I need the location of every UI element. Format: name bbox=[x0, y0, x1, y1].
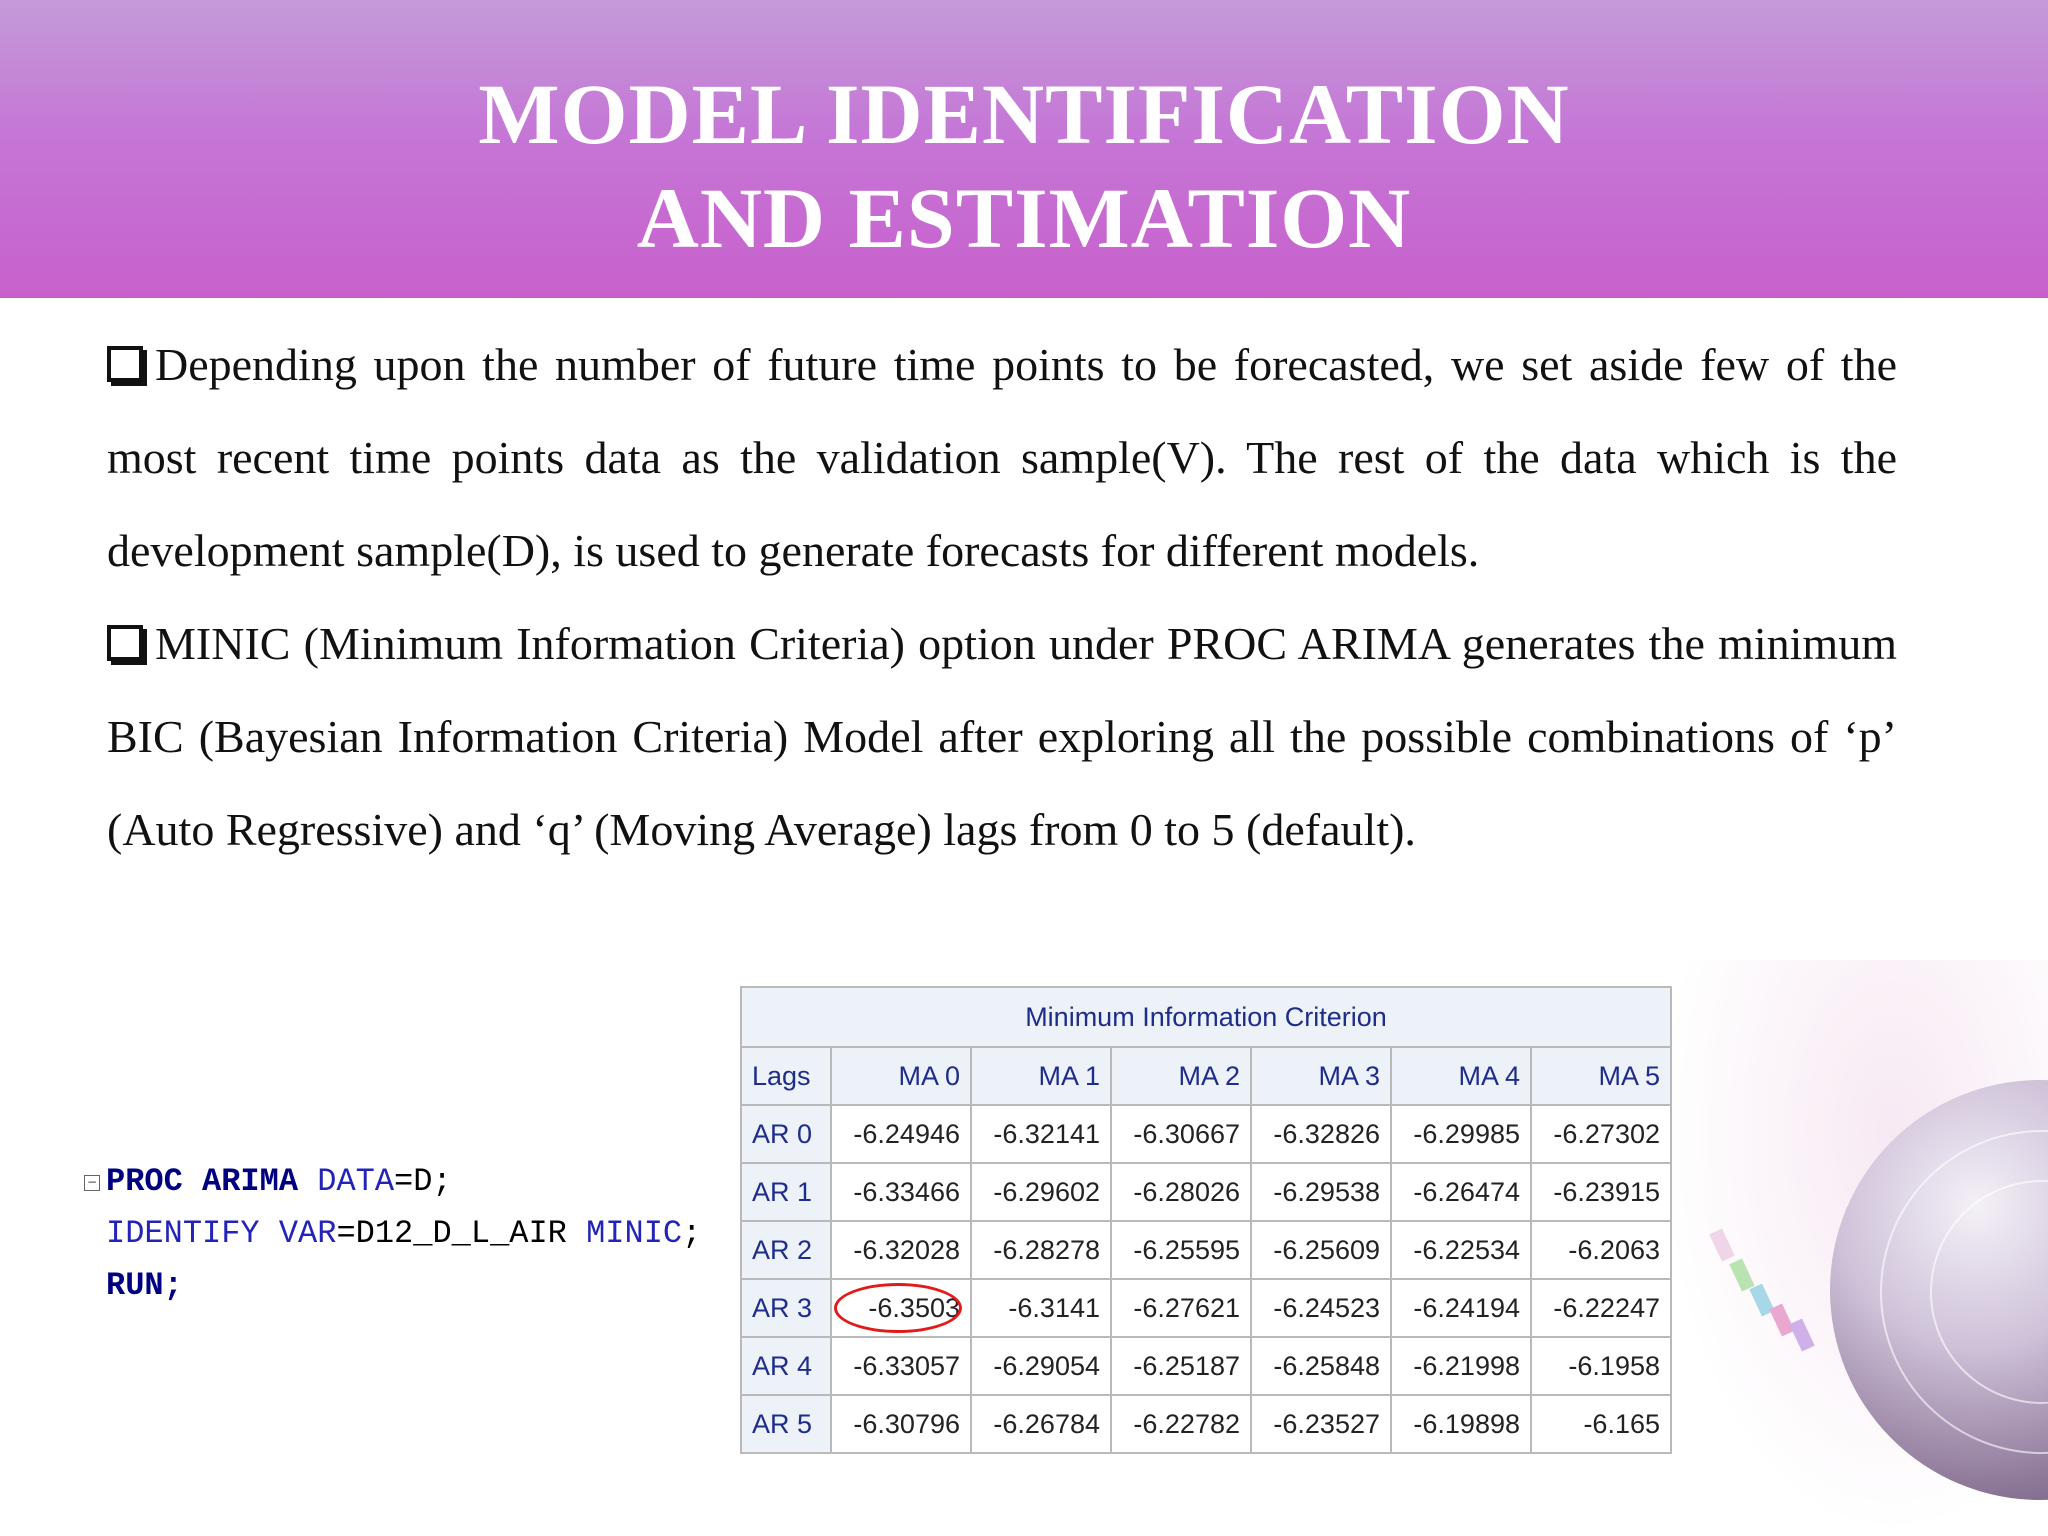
column-header-ma-3: MA 3 bbox=[1250, 1046, 1392, 1106]
table-caption: Minimum Information Criterion bbox=[740, 986, 1672, 1048]
table-cell: -6.32141 bbox=[970, 1104, 1112, 1164]
row-header-ar-4: AR 4 bbox=[740, 1336, 832, 1396]
table-cell: -6.23915 bbox=[1530, 1162, 1672, 1222]
table-cell: -6.33057 bbox=[830, 1336, 972, 1396]
table-cell: -6.25595 bbox=[1110, 1220, 1252, 1280]
table-cell: -6.32826 bbox=[1250, 1104, 1392, 1164]
column-header-ma-2: MA 2 bbox=[1110, 1046, 1252, 1106]
minimum-bic-cell: -6.3503 bbox=[830, 1278, 972, 1338]
table-cell: -6.26474 bbox=[1390, 1162, 1532, 1222]
lags-header: Lags bbox=[740, 1046, 832, 1106]
row-header-ar-1: AR 1 bbox=[740, 1162, 832, 1222]
checkbox-bullet-icon bbox=[107, 346, 143, 382]
table-cell: -6.21998 bbox=[1390, 1336, 1532, 1396]
table-cell: -6.23527 bbox=[1250, 1394, 1392, 1454]
slide-title: MODEL IDENTIFICATION AND ESTIMATION bbox=[0, 62, 2048, 270]
table-cell: -6.27621 bbox=[1110, 1278, 1252, 1338]
table-cell: -6.165 bbox=[1530, 1394, 1672, 1454]
table-row: AR 2 -6.32028 -6.28278 -6.25595 -6.25609 -6.2… bbox=[740, 1220, 1672, 1280]
table-cell: -6.22247 bbox=[1530, 1278, 1672, 1338]
table-row: AR 0 -6.24946 -6.32141 -6.30667 -6.32826 -6.2… bbox=[740, 1104, 1672, 1164]
table-cell: -6.2063 bbox=[1530, 1220, 1672, 1280]
table-cell: -6.24523 bbox=[1250, 1278, 1392, 1338]
table-row: AR 3 -6.3503 -6.3141 -6.27621 -6.24523 -6.241… bbox=[740, 1278, 1672, 1338]
table-cell: -6.29985 bbox=[1390, 1104, 1532, 1164]
code-line-2: IDENTIFY VAR=D12_D_L_AIR MINIC; bbox=[106, 1215, 702, 1252]
table-row: AR 5 -6.30796 -6.26784 -6.22782 -6.23527 -6.1… bbox=[740, 1394, 1672, 1454]
column-header-ma-1: MA 1 bbox=[970, 1046, 1112, 1106]
table-cell: -6.26784 bbox=[970, 1394, 1112, 1454]
column-header-ma-4: MA 4 bbox=[1390, 1046, 1532, 1106]
table-cell: -6.33466 bbox=[830, 1162, 972, 1222]
table-cell: -6.19898 bbox=[1390, 1394, 1532, 1454]
bullet-paragraph-1: Depending upon the number of future time… bbox=[107, 318, 1897, 597]
table-row: AR 1 -6.33466 -6.29602 -6.28026 -6.29538 -6.2… bbox=[740, 1162, 1672, 1222]
column-header-ma-0: MA 0 bbox=[830, 1046, 972, 1106]
collapse-icon[interactable]: − bbox=[84, 1175, 100, 1191]
table-cell: -6.3141 bbox=[970, 1278, 1112, 1338]
table-cell: -6.24946 bbox=[830, 1104, 972, 1164]
row-header-ar-0: AR 0 bbox=[740, 1104, 832, 1164]
code-line-3: RUN; bbox=[106, 1267, 183, 1304]
bullet-paragraph-2: MINIC (Minimum Information Criteria) opt… bbox=[107, 597, 1897, 876]
row-header-ar-2: AR 2 bbox=[740, 1220, 832, 1280]
row-header-ar-3: AR 3 bbox=[740, 1278, 832, 1338]
table-cell: -6.29054 bbox=[970, 1336, 1112, 1396]
table-cell: -6.27302 bbox=[1530, 1104, 1672, 1164]
table-cell: -6.25848 bbox=[1250, 1336, 1392, 1396]
table-cell: -6.28278 bbox=[970, 1220, 1112, 1280]
title-line-1: MODEL IDENTIFICATION bbox=[478, 66, 1570, 162]
table-cell: -6.30667 bbox=[1110, 1104, 1252, 1164]
sas-code-block: − PROC ARIMA DATA=D; IDENTIFY VAR=D12_D_L… bbox=[84, 1156, 701, 1312]
table-cell: -6.25187 bbox=[1110, 1336, 1252, 1396]
paragraph-2-text: MINIC (Minimum Information Criteria) opt… bbox=[107, 618, 1897, 855]
table-cell: -6.22534 bbox=[1390, 1220, 1532, 1280]
title-line-2: AND ESTIMATION bbox=[636, 170, 1412, 266]
table-cell: -6.25609 bbox=[1250, 1220, 1392, 1280]
slide-header: MODEL IDENTIFICATION AND ESTIMATION bbox=[0, 0, 2048, 298]
table-cell: -6.29602 bbox=[970, 1162, 1112, 1222]
table-cell: -6.28026 bbox=[1110, 1162, 1252, 1222]
table-cell: -6.24194 bbox=[1390, 1278, 1532, 1338]
paragraph-1-text: Depending upon the number of future time… bbox=[107, 339, 1897, 576]
table-row: AR 4 -6.33057 -6.29054 -6.25187 -6.25848 -6.2… bbox=[740, 1336, 1672, 1396]
checkbox-bullet-icon bbox=[107, 625, 143, 661]
slide-body: Depending upon the number of future time… bbox=[107, 318, 1897, 876]
code-line-1: − PROC ARIMA DATA=D; bbox=[84, 1156, 701, 1208]
table-cell: -6.30796 bbox=[830, 1394, 972, 1454]
table-cell: -6.32028 bbox=[830, 1220, 972, 1280]
row-header-ar-5: AR 5 bbox=[740, 1394, 832, 1454]
table-cell: -6.1958 bbox=[1530, 1336, 1672, 1396]
column-header-ma-5: MA 5 bbox=[1530, 1046, 1672, 1106]
table-cell: -6.22782 bbox=[1110, 1394, 1252, 1454]
table-cell: -6.29538 bbox=[1250, 1162, 1392, 1222]
